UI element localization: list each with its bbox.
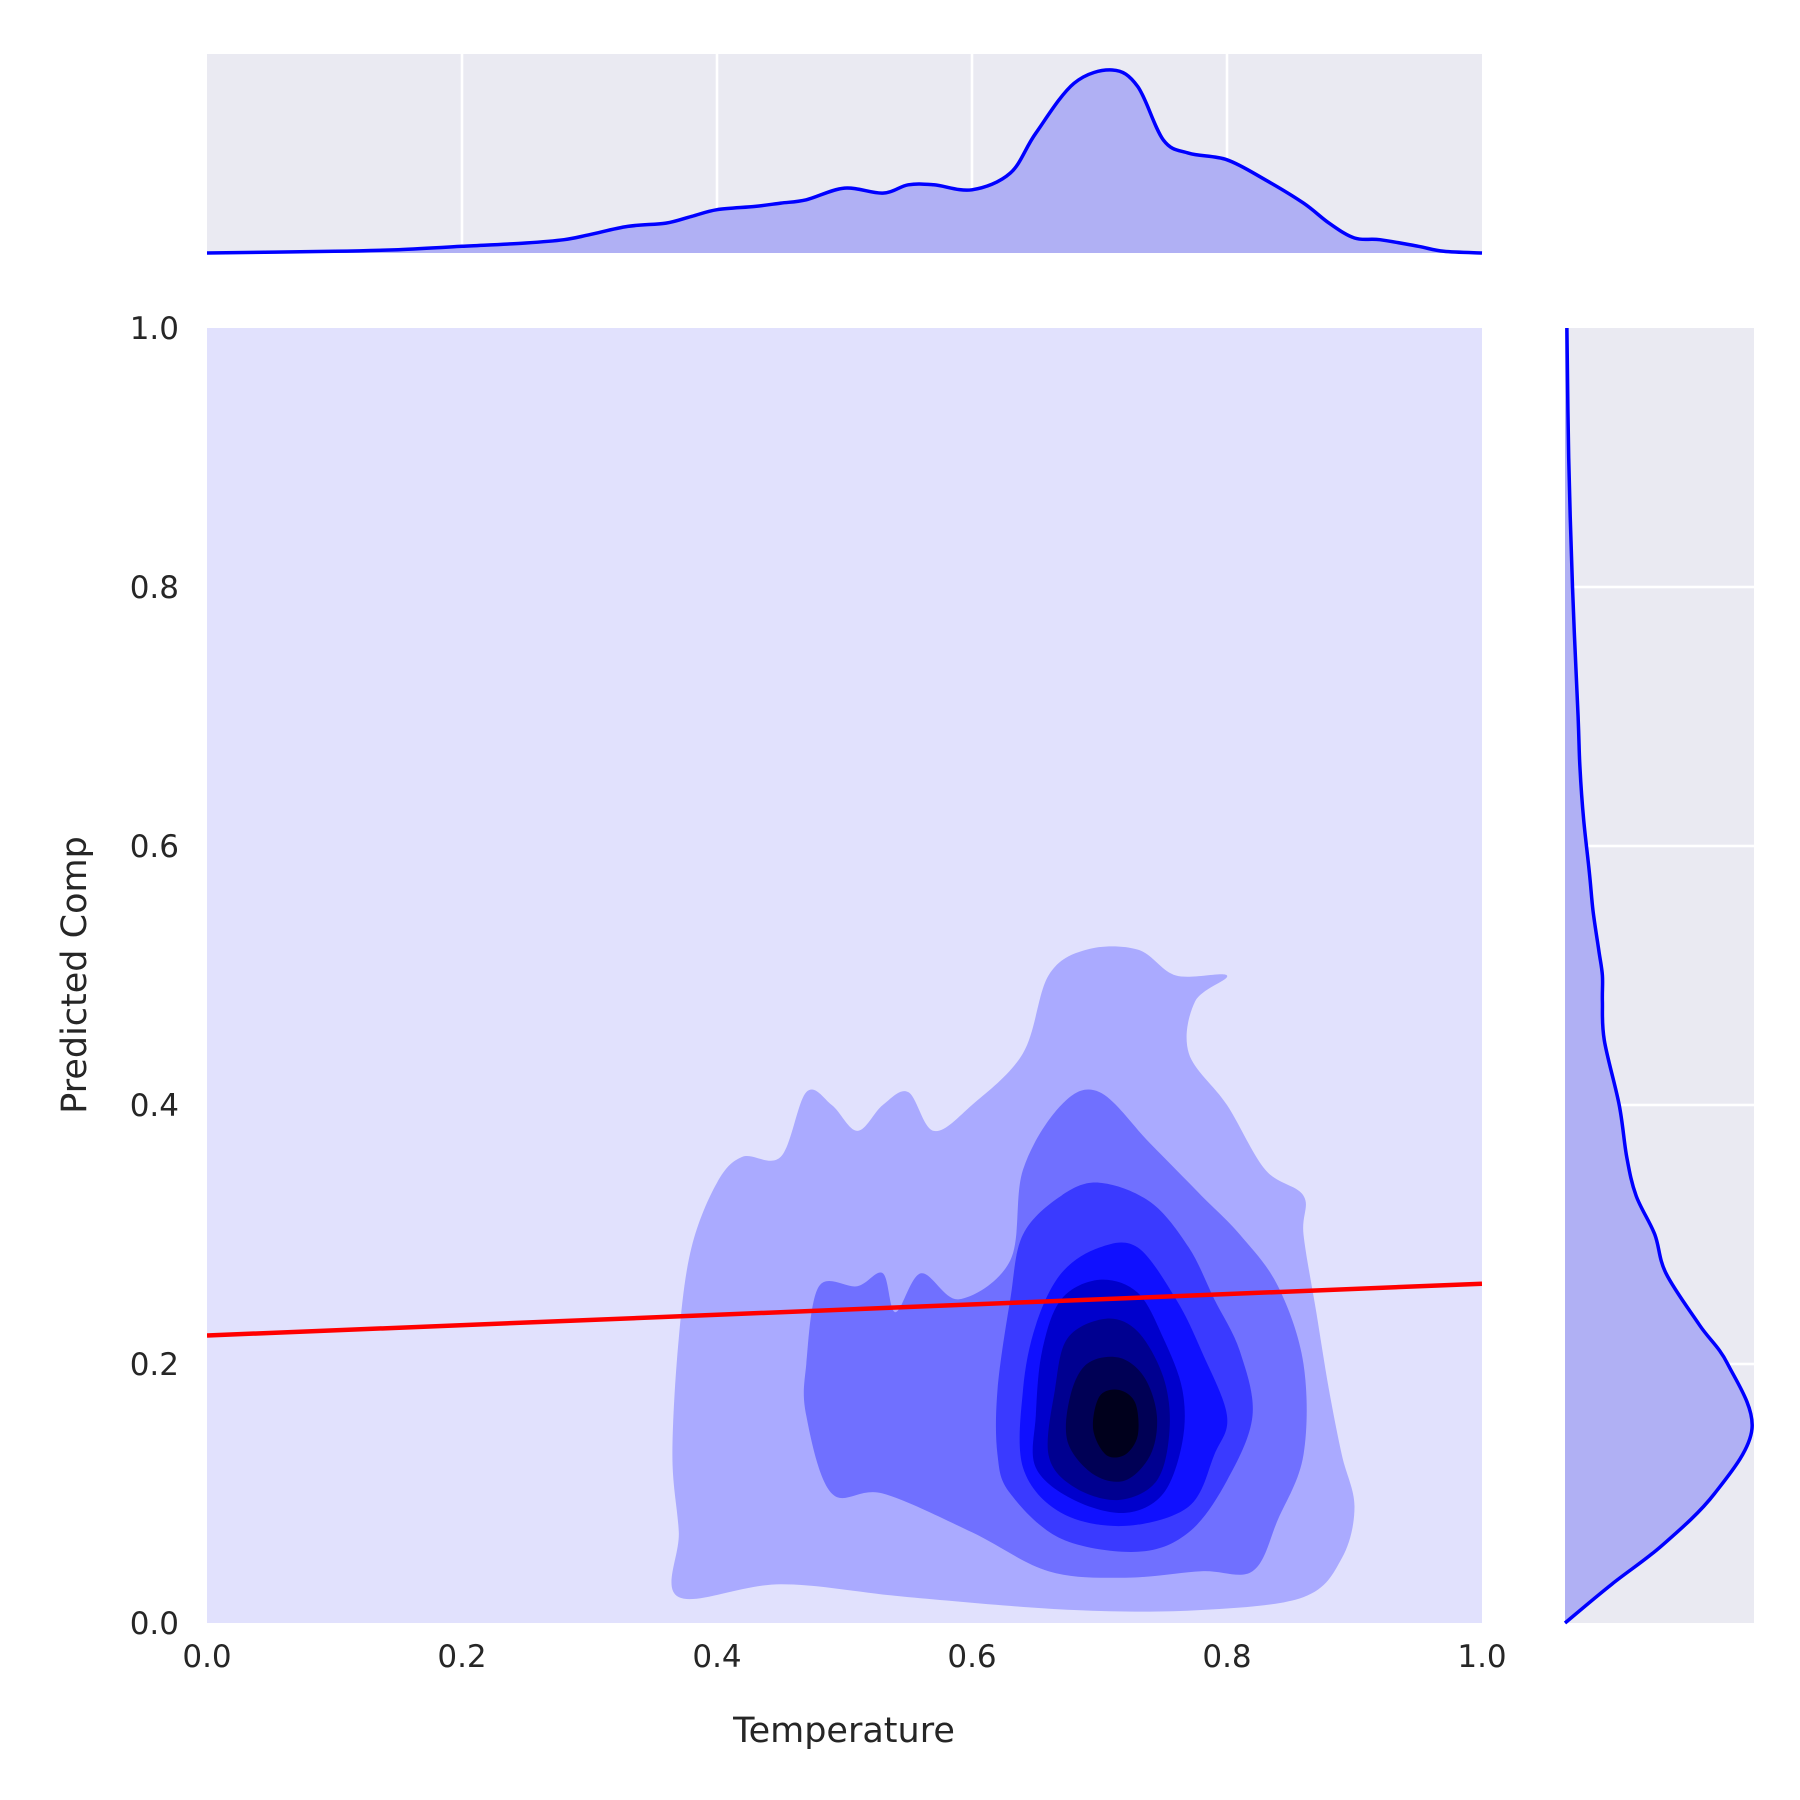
x-tick-label: 0.8 [1202,1639,1251,1675]
x-tick-label: 0.4 [692,1639,741,1675]
y-tick-label: 0.8 [130,570,179,606]
x-tick-label: 0.0 [182,1639,231,1675]
kde-contours [671,946,1355,1612]
y-tick-label: 1.0 [130,311,179,347]
x-axis-ticks: 0.0 0.2 0.4 0.6 0.8 1.0 [182,1639,1506,1675]
right-marginal-kde-fill [1565,328,1753,1623]
x-tick-label: 0.2 [437,1639,486,1675]
regression-line [207,1281,1482,1338]
x-axis-label: Temperature [732,1711,955,1751]
right-marginal-kde-line [1563,327,1754,1625]
joint-plot-panel [207,328,1482,1623]
kde-contour-level-8 [1092,1389,1139,1458]
top-marginal-kde-line [206,68,1483,255]
y-tick-label: 0.0 [130,1606,179,1642]
x-tick-label: 1.0 [1457,1639,1506,1675]
top-marginal-panel [206,54,1483,255]
y-axis-ticks: 0.0 0.2 0.4 0.6 0.8 1.0 [130,311,179,1642]
y-axis-label: Predicted Comp [55,836,95,1114]
right-marginal-panel [1563,327,1754,1625]
y-tick-label: 0.6 [130,829,179,865]
top-marginal-kde-fill [207,69,1482,254]
x-tick-label: 0.6 [947,1639,996,1675]
y-tick-label: 0.2 [130,1347,179,1383]
y-tick-label: 0.4 [130,1088,179,1124]
